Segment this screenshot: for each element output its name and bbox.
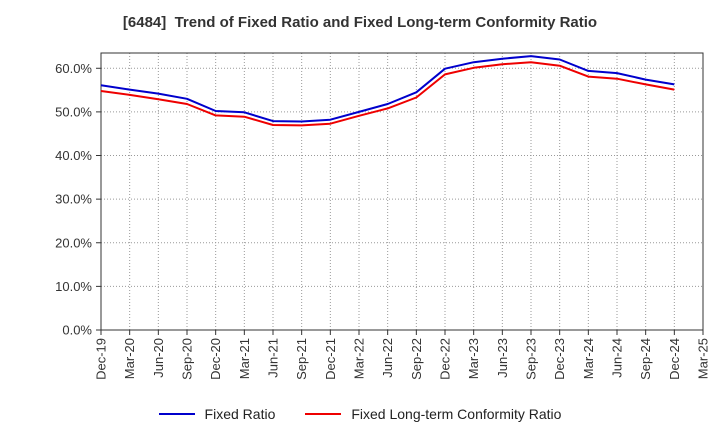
y-tick-label: 10.0% xyxy=(55,279,92,294)
x-tick-label: Sep-24 xyxy=(638,338,653,380)
plot-frame xyxy=(100,52,704,331)
y-tick-label: 30.0% xyxy=(55,192,92,207)
y-tick-label: 40.0% xyxy=(55,148,92,163)
x-tick-label: Jun-21 xyxy=(266,338,281,378)
x-tick-label: Sep-22 xyxy=(409,338,424,380)
x-tick-label: Mar-25 xyxy=(696,338,711,379)
x-tick-label: Mar-23 xyxy=(466,338,481,379)
x-tick-label: Dec-21 xyxy=(323,338,338,380)
x-tick-label: Mar-24 xyxy=(581,338,596,379)
y-tick-label: 20.0% xyxy=(55,235,92,250)
x-tick-label: Jun-20 xyxy=(151,338,166,378)
series-line-fixed-ratio xyxy=(100,55,675,123)
x-tick-label: Mar-22 xyxy=(352,338,367,379)
legend-swatch-fixed-long-term-conformity-ratio xyxy=(305,413,342,415)
x-tick-label: Dec-20 xyxy=(208,338,223,380)
legend-item-fixed-long-term-conformity-ratio: Fixed Long-term Conformity Ratio xyxy=(305,406,561,422)
x-tick-label: Mar-21 xyxy=(237,338,252,379)
x-tick-label: Jun-23 xyxy=(495,338,510,378)
legend-item-fixed-ratio: Fixed Ratio xyxy=(158,406,276,422)
x-tick-label: Jun-22 xyxy=(380,338,395,378)
y-tick-label: 60.0% xyxy=(55,61,92,76)
series-line-fixed-long-term-conformity-ratio xyxy=(100,61,675,127)
x-tick-label: Sep-23 xyxy=(524,338,539,380)
x-tick-label: Jun-24 xyxy=(610,338,625,378)
legend-label-fixed-ratio: Fixed Ratio xyxy=(204,406,276,422)
y-tick-label: 0.0% xyxy=(62,323,92,338)
x-tick-label: Sep-21 xyxy=(294,338,309,380)
x-tick-label: Sep-20 xyxy=(180,338,195,380)
legend-label-fixed-long-term-conformity-ratio: Fixed Long-term Conformity Ratio xyxy=(351,406,562,422)
x-tick-label: Mar-20 xyxy=(122,338,137,379)
legend: Fixed Ratio Fixed Long-term Conformity R… xyxy=(0,406,720,422)
x-tick-label: Dec-22 xyxy=(438,338,453,380)
x-tick-label: Dec-23 xyxy=(552,338,567,380)
chart-title: [6484] Trend of Fixed Ratio and Fixed Lo… xyxy=(122,14,598,31)
y-tick-label: 50.0% xyxy=(55,104,92,119)
x-tick-label: Dec-19 xyxy=(94,338,109,380)
legend-swatch-fixed-ratio xyxy=(158,413,195,415)
x-tick-label: Dec-24 xyxy=(667,338,682,380)
